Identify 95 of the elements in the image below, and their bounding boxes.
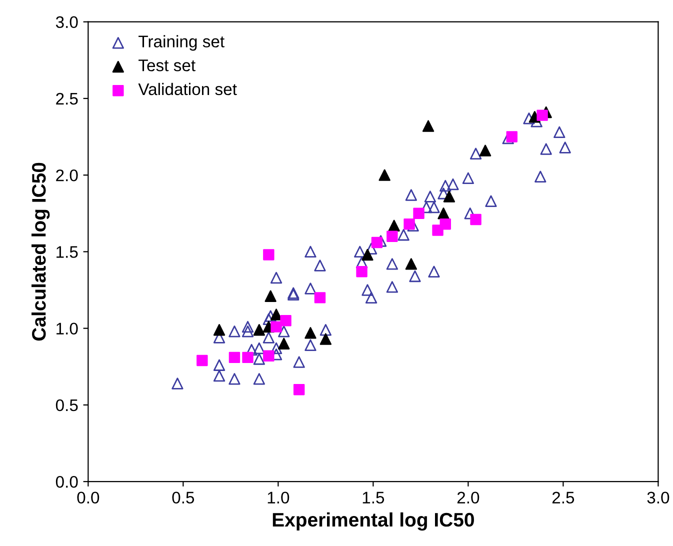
point bbox=[304, 339, 316, 352]
point bbox=[262, 332, 275, 344]
point bbox=[506, 131, 518, 142]
point bbox=[354, 246, 366, 258]
legend-label: Test set bbox=[138, 60, 196, 72]
legend-label: Validation set bbox=[138, 82, 237, 96]
point bbox=[253, 324, 266, 336]
point bbox=[479, 144, 492, 156]
point bbox=[228, 373, 240, 385]
x-tick-label: 2.0 bbox=[457, 492, 480, 504]
point bbox=[270, 321, 282, 332]
point bbox=[228, 352, 240, 364]
point bbox=[253, 342, 266, 354]
point bbox=[242, 352, 254, 364]
point bbox=[213, 359, 226, 371]
point bbox=[405, 258, 418, 270]
point bbox=[263, 350, 274, 362]
point bbox=[428, 266, 440, 278]
point bbox=[263, 249, 274, 260]
point bbox=[405, 189, 418, 201]
point bbox=[172, 378, 184, 390]
point bbox=[278, 338, 290, 350]
point bbox=[404, 218, 415, 230]
point bbox=[304, 246, 316, 258]
point bbox=[485, 195, 497, 207]
y-axis-title: Calculated log IC50 bbox=[32, 162, 50, 341]
point bbox=[264, 290, 276, 302]
point bbox=[378, 169, 390, 181]
x-tick-label: 1.0 bbox=[268, 492, 290, 504]
point bbox=[523, 112, 535, 124]
y-tick-label: 2.5 bbox=[56, 92, 78, 105]
point bbox=[440, 218, 451, 230]
point bbox=[242, 320, 254, 333]
point bbox=[398, 229, 410, 241]
legend-label: Training set bbox=[138, 35, 224, 51]
point bbox=[213, 370, 226, 382]
point bbox=[362, 284, 374, 296]
point bbox=[304, 327, 316, 339]
point bbox=[470, 214, 482, 226]
point bbox=[242, 326, 254, 338]
point bbox=[356, 256, 368, 268]
x-tick-label: 3.0 bbox=[647, 492, 670, 504]
x-tick-label: 0.5 bbox=[172, 492, 194, 504]
point bbox=[438, 208, 450, 220]
point bbox=[213, 324, 226, 336]
y-tick-label: 0.5 bbox=[56, 399, 78, 412]
point bbox=[424, 190, 436, 202]
point bbox=[386, 281, 398, 293]
point bbox=[409, 270, 421, 282]
x-tick-label: 2.5 bbox=[552, 492, 574, 504]
point bbox=[253, 353, 266, 365]
x-tick-label: 0.0 bbox=[77, 492, 100, 504]
point bbox=[228, 326, 240, 338]
point bbox=[314, 292, 326, 304]
point bbox=[554, 126, 566, 138]
point bbox=[536, 110, 548, 121]
point bbox=[270, 272, 282, 284]
y-tick-label: 3.0 bbox=[56, 16, 78, 28]
point bbox=[447, 178, 459, 190]
point bbox=[270, 342, 282, 354]
point bbox=[320, 324, 332, 336]
point bbox=[413, 208, 424, 219]
y-tick-label: 1.5 bbox=[56, 246, 78, 258]
point bbox=[388, 220, 400, 232]
point bbox=[422, 120, 434, 132]
x-axis-title: Experimental log IC50 bbox=[272, 512, 474, 531]
y-tick-label: 0.0 bbox=[56, 476, 78, 488]
point bbox=[293, 384, 305, 396]
point bbox=[386, 230, 398, 242]
point bbox=[293, 356, 305, 368]
point bbox=[196, 354, 208, 366]
point bbox=[246, 344, 258, 356]
point bbox=[462, 172, 474, 184]
point bbox=[278, 326, 290, 338]
point bbox=[365, 292, 378, 304]
x-tick-label: 1.5 bbox=[362, 492, 384, 504]
point bbox=[304, 282, 316, 294]
point bbox=[362, 248, 374, 261]
point bbox=[559, 142, 571, 154]
point bbox=[280, 315, 292, 326]
point bbox=[428, 201, 440, 214]
point bbox=[371, 236, 383, 248]
point bbox=[534, 170, 546, 182]
point bbox=[253, 373, 266, 385]
point bbox=[356, 266, 368, 278]
point bbox=[386, 258, 398, 270]
point bbox=[443, 190, 456, 202]
point bbox=[470, 148, 482, 160]
y-tick-label: 1.0 bbox=[56, 322, 78, 335]
point bbox=[440, 180, 452, 192]
point bbox=[314, 260, 326, 272]
point bbox=[540, 143, 552, 155]
point bbox=[320, 333, 332, 345]
point bbox=[432, 224, 444, 236]
y-tick-label: 2.0 bbox=[56, 169, 78, 182]
